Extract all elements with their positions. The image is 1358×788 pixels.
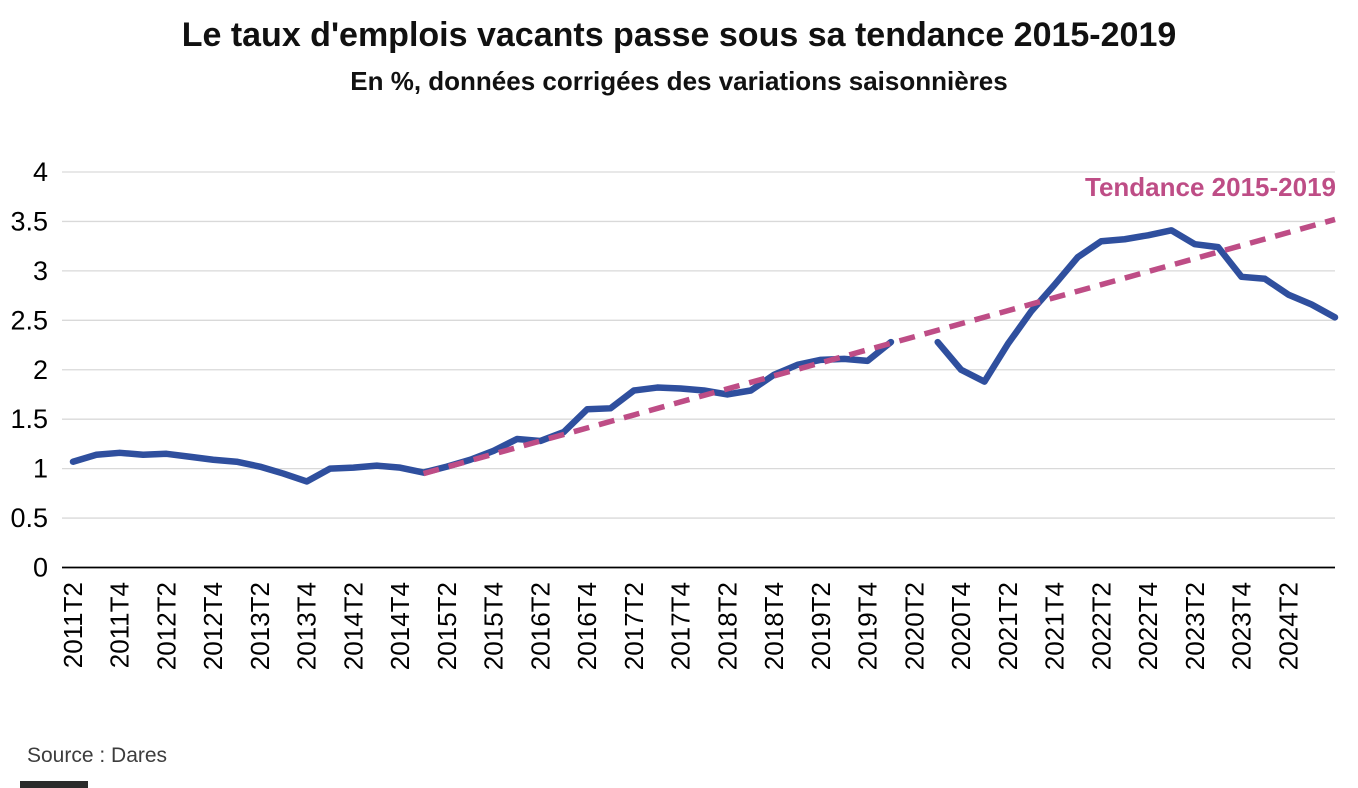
x-tick-label: 2017T2 — [619, 582, 649, 670]
x-tick-label: 2021T4 — [1040, 582, 1070, 670]
x-tick-label: 2011T2 — [58, 582, 88, 668]
x-tick-label: 2022T4 — [1133, 582, 1163, 670]
x-tick-label: 2011T4 — [105, 582, 135, 668]
source-note: Source : Dares — [27, 744, 168, 767]
x-tick-label: 2014T4 — [385, 582, 415, 670]
y-tick-label: 0.5 — [10, 503, 48, 533]
chart-title: Le taux d'emplois vacants passe sous sa … — [181, 16, 1177, 54]
y-tick-label: 2.5 — [10, 305, 48, 335]
x-tick-label: 2018T2 — [712, 582, 742, 670]
x-tick-label: 2015T4 — [479, 582, 509, 670]
x-tick-label: 2020T2 — [899, 582, 929, 670]
y-tick-label: 1 — [33, 454, 48, 484]
x-tick-label: 2015T2 — [432, 582, 462, 670]
x-tick-label: 2013T4 — [292, 582, 322, 670]
chart-subtitle: En %, données corrigées des variations s… — [350, 66, 1008, 96]
y-tick-label: 4 — [33, 157, 48, 187]
x-tick-label: 2022T2 — [1086, 582, 1116, 670]
vacancy-rate-line — [69, 338, 895, 485]
x-tick-label: 2018T4 — [759, 582, 789, 670]
x-tick-label: 2014T2 — [338, 582, 368, 670]
x-tick-label: 2023T2 — [1180, 582, 1210, 670]
x-tick-label: 2013T2 — [245, 582, 275, 670]
x-tick-label: 2016T4 — [572, 582, 602, 670]
x-tick-label: 2012T2 — [151, 582, 181, 670]
x-tick-label: 2016T2 — [525, 582, 555, 670]
x-tick-label: 2021T2 — [993, 582, 1023, 670]
x-tick-label: 2017T4 — [666, 582, 696, 670]
y-tick-label: 2 — [33, 355, 48, 385]
x-tick-label: 2012T4 — [198, 582, 228, 670]
trend-line — [422, 216, 1336, 477]
y-tick-label: 3.5 — [10, 206, 48, 236]
x-tick-label: 2023T4 — [1227, 582, 1257, 670]
trend-label: Tendance 2015-2019 — [1085, 172, 1336, 202]
y-tick-label: 1.5 — [10, 404, 48, 434]
x-tick-label: 2020T4 — [946, 582, 976, 670]
y-tick-label: 3 — [33, 256, 48, 286]
vacancy-rate-line — [934, 227, 1339, 385]
x-tick-label: 2024T2 — [1273, 582, 1303, 670]
x-tick-label: 2019T2 — [806, 582, 836, 670]
y-tick-label: 0 — [33, 553, 48, 583]
footer-bar — [20, 781, 88, 788]
x-tick-label: 2019T4 — [853, 582, 883, 670]
